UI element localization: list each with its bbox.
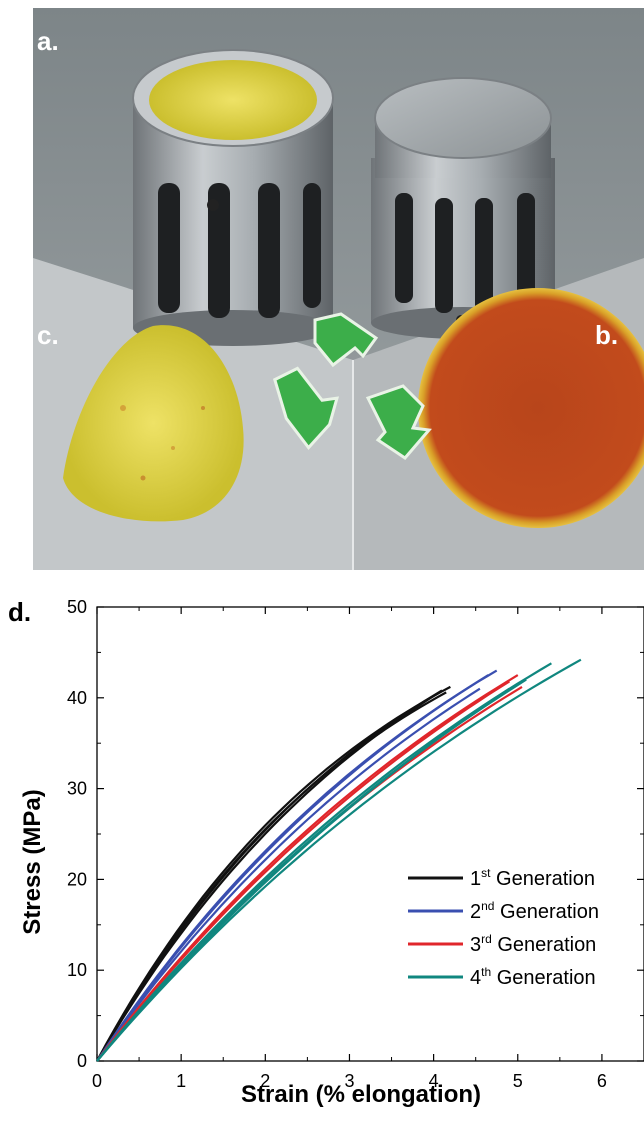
- x-tick-label: 3: [344, 1071, 354, 1091]
- legend: 1st Generation 2nd Generation 3rd Generati…: [408, 866, 599, 989]
- legend-label: 3rd Generation: [470, 932, 596, 956]
- series-4-curve: [96, 658, 582, 1062]
- panel-label-a: a.: [37, 26, 59, 56]
- series-3-curve: [96, 685, 523, 1062]
- powder-pile: [63, 325, 244, 522]
- axes: 0 1 2 3 4 5 6 0 10 20 30 40 50: [67, 597, 644, 1091]
- x-tick-label: 6: [597, 1071, 607, 1091]
- panel-label-c: c.: [37, 320, 59, 350]
- x-tick-label: 0: [92, 1071, 102, 1091]
- series-layer: [96, 658, 582, 1062]
- series-4-curve: [96, 687, 511, 1062]
- series-1: [96, 685, 451, 1062]
- series-2-curve: [96, 674, 489, 1062]
- legend-label: 4th Generation: [470, 965, 596, 989]
- panel-label-b: b.: [595, 320, 618, 350]
- stress-strain-chart: d. 0 1 2 3 4 5 6 0 10 20 30 40 50 1st Generation 2nd …: [8, 597, 644, 1108]
- series-2-curve: [96, 687, 481, 1062]
- die-with-powder: [132, 49, 334, 346]
- y-tick-label: 30: [67, 779, 87, 799]
- pressed-disc: [418, 288, 644, 528]
- x-tick-label: 2: [260, 1071, 270, 1091]
- legend-label: 2nd Generation: [470, 899, 599, 923]
- panel-label-d: d.: [8, 597, 31, 627]
- y-tick-label: 50: [67, 597, 87, 617]
- x-tick-label: 5: [513, 1071, 523, 1091]
- y-axis-title: Stress (MPa): [19, 789, 46, 934]
- series-3-curve: [96, 674, 519, 1062]
- sample-photo: a. b. c.: [33, 8, 644, 570]
- x-tick-label: 4: [429, 1071, 439, 1091]
- series-4: [96, 658, 582, 1062]
- recycle-icon: [272, 312, 432, 460]
- series-4-curve: [96, 678, 527, 1062]
- series-3: [96, 674, 523, 1062]
- legend-label: 1st Generation: [470, 866, 595, 890]
- series-4-curve: [96, 662, 552, 1062]
- series-1-curve: [96, 691, 447, 1062]
- y-tick-label: 0: [77, 1051, 87, 1071]
- series-2: [96, 669, 498, 1062]
- x-tick-label: 1: [176, 1071, 186, 1091]
- y-tick-label: 40: [67, 688, 87, 708]
- plot-frame: [96, 606, 644, 1062]
- y-tick-label: 10: [67, 960, 87, 980]
- series-3-curve: [96, 680, 510, 1062]
- x-axis-title: Strain (% elongation): [241, 1081, 481, 1108]
- y-tick-label: 20: [67, 869, 87, 889]
